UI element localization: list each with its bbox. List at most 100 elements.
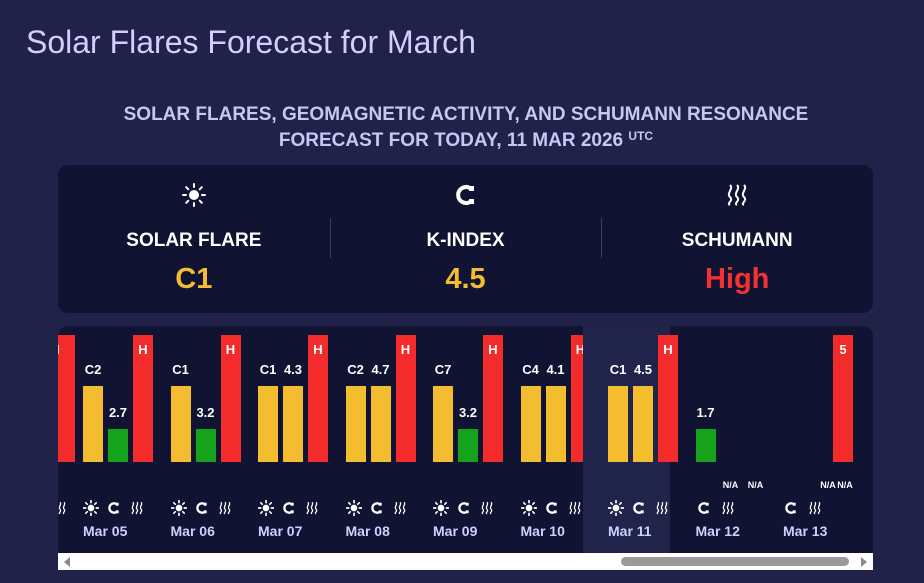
day-date-label: Mar 12	[695, 523, 740, 539]
solar-flare-value: C7	[434, 362, 452, 377]
horizontal-scrollbar[interactable]	[58, 553, 873, 570]
day-column: C1 4.3 H Mar 07	[233, 326, 328, 553]
na-label: N/A	[747, 480, 764, 490]
magnet-icon	[280, 499, 298, 517]
wave-icon	[601, 183, 873, 207]
day-date-label: Mar 10	[520, 523, 565, 539]
summary-k-index: K-INDEX 4.5	[329, 165, 602, 313]
magnet-icon	[330, 183, 602, 207]
k-index-bar	[108, 429, 128, 462]
subtitle-line-2: FORECAST FOR TODAY, 11 MAR 2026 UTC	[278, 129, 654, 151]
scroll-left-icon[interactable]	[64, 557, 70, 567]
k-index-bar	[370, 386, 391, 462]
na-label: N/A	[820, 480, 836, 490]
wave-icon	[216, 499, 234, 517]
schumann-bar	[658, 335, 678, 462]
sun-icon	[58, 183, 330, 207]
solar-flare-value: C4	[522, 362, 539, 377]
k-index-value: 2.7	[108, 405, 128, 420]
day-column: C4 4.1 H Mar 10	[496, 326, 591, 553]
k-index-value: 3.2	[196, 405, 215, 420]
magnet-icon	[782, 499, 800, 517]
schumann-bar	[58, 335, 75, 462]
sun-icon	[257, 499, 275, 517]
solar-flare-value: C2	[84, 362, 102, 377]
today-summary-card: SOLAR FLARE C1 K-INDEX 4.5 SCHUMANN High	[58, 165, 873, 313]
k-index-value: 3.2	[458, 405, 478, 420]
schumann-value: H	[400, 342, 411, 357]
daily-forecast-strip[interactable]: H C2 2.7 H Mar 05 C1 3.2 H Mar 06 C1 4.3 H Mar 07 C2 4…	[58, 326, 873, 553]
schumann-bar	[220, 335, 241, 462]
magnet-icon	[630, 499, 648, 517]
k-index-value: 4.1	[546, 362, 565, 377]
schumann-value: H	[58, 342, 75, 357]
day-column: 5 N/A N/A Mar 13	[758, 326, 853, 553]
solar-flare-bar	[345, 386, 366, 462]
day-date-label: Mar 11	[608, 523, 652, 539]
wave-icon	[58, 499, 69, 517]
day-column: 1.7 N/A N/A Mar 12	[671, 326, 763, 553]
day-column: C7 3.2 H Mar 09	[408, 326, 503, 553]
wave-icon	[719, 499, 737, 517]
subtitle-line-1: SOLAR FLARES, GEOMAGNETIC ACTIVITY, AND …	[123, 104, 809, 125]
schumann-value: 5	[839, 342, 847, 357]
summary-schumann: SCHUMANN High	[601, 165, 873, 313]
magnet-icon	[543, 499, 561, 517]
day-column: C2 2.7 H Mar 05	[58, 326, 153, 553]
utc-label: UTC	[628, 129, 654, 143]
schumann-value: H	[575, 342, 586, 357]
schumann-bar	[308, 335, 328, 462]
day-date-label: Mar 13	[783, 523, 828, 539]
wave-icon	[128, 499, 146, 517]
magnet-icon	[105, 499, 123, 517]
summary-value: 4.5	[445, 263, 486, 295]
wave-icon	[566, 499, 584, 517]
solar-flare-bar	[83, 386, 103, 462]
sun-icon	[82, 499, 100, 517]
magnet-icon	[455, 499, 473, 517]
sun-icon	[607, 499, 625, 517]
solar-flare-bar	[170, 386, 191, 462]
schumann-value: H	[225, 342, 236, 357]
schumann-bar	[483, 335, 503, 462]
day-column: C1 3.2 H Mar 06	[146, 326, 241, 553]
k-index-value: 4.5	[633, 362, 653, 377]
magnet-icon	[695, 499, 713, 517]
summary-value: C1	[175, 263, 213, 295]
schumann-value: H	[488, 342, 498, 357]
k-index-bar	[283, 386, 303, 462]
wave-icon	[653, 499, 671, 517]
solar-flare-value: C2	[347, 362, 364, 377]
summary-solar-flare: SOLAR FLARE C1	[58, 165, 330, 313]
summary-label: K-INDEX	[426, 230, 505, 251]
schumann-value: H	[663, 342, 673, 357]
solar-flare-bar	[433, 386, 453, 462]
schumann-value: H	[313, 342, 323, 357]
scroll-thumb[interactable]	[621, 557, 849, 566]
solar-flare-bar	[258, 386, 278, 462]
schumann-value: H	[138, 342, 148, 357]
day-column: C2 4.7 H Mar 08	[321, 326, 416, 553]
day-date-label: Mar 09	[433, 523, 478, 539]
scroll-right-icon[interactable]	[861, 557, 867, 567]
summary-value: High	[704, 263, 770, 295]
na-label: N/A	[722, 480, 739, 490]
k-index-bar	[695, 429, 716, 462]
solar-flare-value: C1	[172, 362, 189, 377]
schumann-bar	[395, 335, 416, 462]
page-title: Solar Flares Forecast for March	[26, 24, 476, 60]
solar-flare-bar	[520, 386, 541, 462]
na-label: N/A	[837, 480, 853, 490]
k-index-bar	[545, 386, 566, 462]
k-index-bar	[195, 429, 216, 462]
solar-flare-bar	[608, 386, 628, 462]
forecast-subtitle: SOLAR FLARES, GEOMAGNETIC ACTIVITY, AND …	[90, 102, 842, 154]
solar-flare-value: C1	[609, 362, 627, 377]
sun-icon	[170, 499, 188, 517]
sun-icon	[432, 499, 450, 517]
sun-icon	[520, 499, 538, 517]
wave-icon	[303, 499, 321, 517]
magnet-icon	[368, 499, 386, 517]
k-index-value: 1.7	[696, 405, 715, 420]
solar-flare-value: C1	[259, 362, 277, 377]
